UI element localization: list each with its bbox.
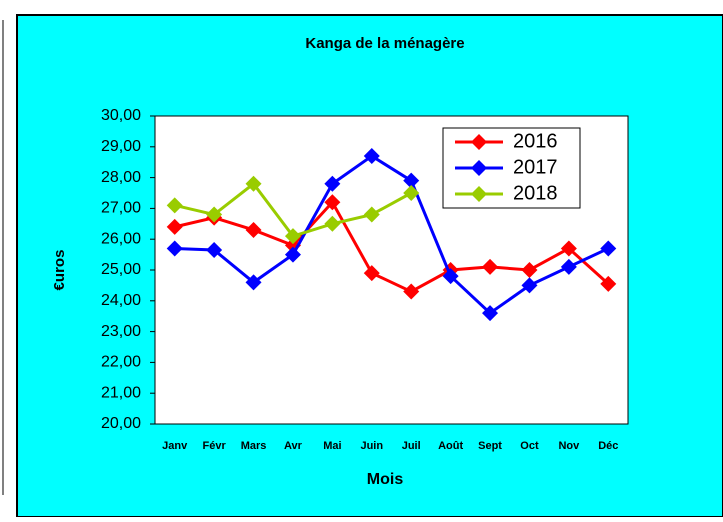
x-tick-label: Nov [558, 440, 580, 452]
data-point [482, 258, 499, 275]
data-point [284, 228, 301, 245]
y-tick-label: 24,00 [101, 292, 141, 309]
x-tick-label: Juil [402, 440, 421, 452]
y-tick-label: 26,00 [101, 230, 141, 247]
y-tick-label: 23,00 [101, 323, 141, 340]
x-tick-label: Mai [323, 440, 341, 452]
data-point [403, 185, 420, 201]
data-point [166, 197, 183, 214]
data-point [324, 194, 341, 211]
data-point [245, 175, 262, 192]
x-tick-label: Mars [241, 440, 267, 452]
data-point [442, 268, 459, 285]
x-tick-label: Déc [598, 440, 618, 452]
data-point [403, 172, 420, 189]
x-axis-label: Mois [367, 471, 404, 488]
x-tick-label: Janv [162, 440, 188, 452]
data-point [363, 206, 380, 223]
legend-label: 2016 [513, 130, 558, 152]
y-tick-label: 27,00 [101, 200, 141, 217]
y-tick-label: 28,00 [101, 169, 141, 186]
data-point [363, 265, 380, 282]
x-tick-label: Sept [478, 440, 502, 452]
y-tick-label: 20,00 [101, 415, 141, 432]
data-point [403, 283, 420, 300]
data-point [324, 215, 341, 232]
data-point [363, 148, 380, 165]
data-point [560, 258, 577, 275]
series-line [174, 199, 610, 294]
data-point [284, 246, 301, 263]
legend-marker [471, 186, 487, 202]
y-tick-label: 29,00 [101, 138, 141, 155]
data-point [482, 305, 499, 322]
data-point [600, 240, 617, 257]
x-tick-label: Avr [284, 440, 303, 452]
data-point [324, 175, 341, 192]
data-point [521, 262, 538, 278]
x-tick-label: Oct [520, 440, 539, 452]
chart-title: Kanga de la ménagère [305, 35, 464, 52]
y-tick-label: 22,00 [101, 354, 141, 371]
y-tick-label: 30,00 [101, 107, 141, 124]
data-point [166, 218, 183, 235]
y-tick-label: 25,00 [101, 261, 141, 278]
data-point [245, 274, 262, 291]
y-axis-label: €uros [51, 250, 68, 291]
data-point [206, 206, 223, 223]
x-tick-label: Févr [203, 440, 227, 452]
legend-label: 2017 [513, 156, 558, 178]
legend-marker [471, 134, 487, 150]
y-tick-label: 21,00 [101, 384, 141, 401]
data-point [600, 275, 617, 292]
data-point [166, 240, 183, 257]
data-point [560, 240, 577, 257]
data-point [245, 221, 262, 238]
x-tick-label: Juin [360, 440, 383, 452]
data-point [521, 277, 538, 294]
data-point [206, 241, 223, 258]
legend-marker [471, 160, 487, 176]
legend-label: 2018 [513, 182, 558, 204]
series-line [174, 154, 609, 316]
x-tick-label: Août [438, 440, 463, 452]
